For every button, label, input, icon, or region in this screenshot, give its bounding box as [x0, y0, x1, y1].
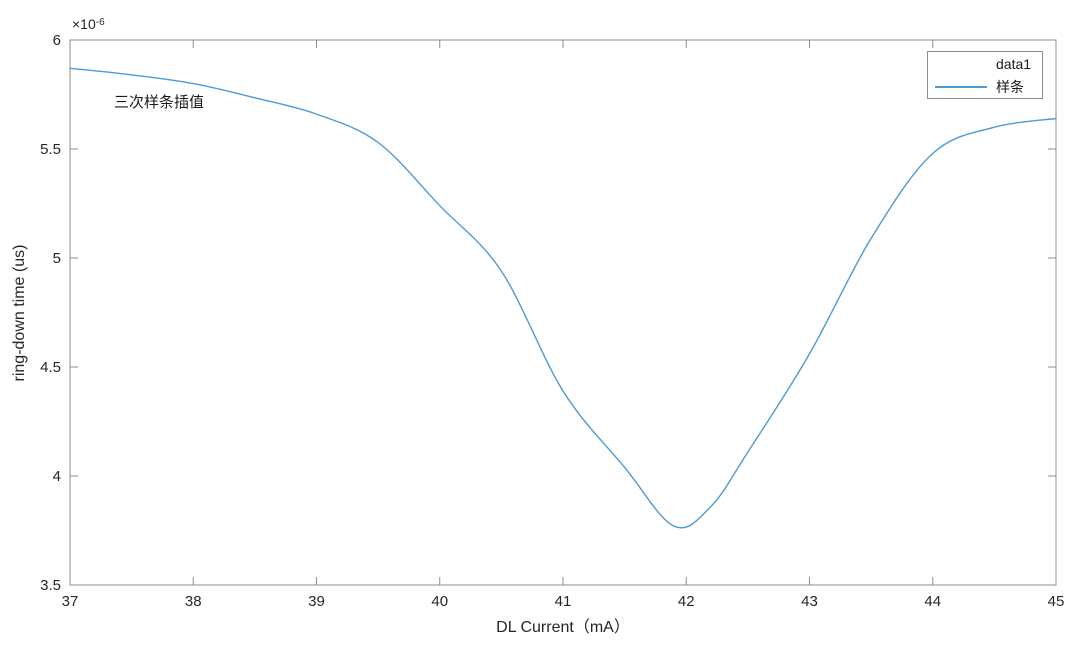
legend-swatch-none	[935, 63, 987, 65]
x-tick-label: 39	[308, 593, 325, 610]
x-tick-label: 37	[62, 593, 79, 610]
y-tick-label: 5.5	[40, 141, 61, 158]
data-curve-样条	[69, 67, 1057, 529]
x-tick-label: 43	[801, 593, 818, 610]
y-tick-label: 3.5	[40, 577, 61, 594]
annotation-text: 三次样条插值	[114, 94, 205, 111]
x-tick-label: 44	[924, 593, 941, 610]
x-tick-label: 40	[431, 593, 448, 610]
legend-entry-data1: data1	[928, 54, 1042, 74]
y-axis-multiplier-prefix: ×10	[72, 16, 96, 32]
legend-label-spline: 样条	[996, 78, 1024, 95]
legend-label-data1: data1	[996, 55, 1032, 72]
x-tick-label: 45	[1048, 593, 1065, 610]
y-tick-label: 4.5	[40, 359, 61, 376]
plot-border	[69, 39, 1057, 586]
y-axis-multiplier: ×10-6	[72, 16, 105, 32]
y-axis-label: ring-down time (us)	[11, 244, 28, 382]
x-tick-label: 41	[555, 593, 572, 610]
x-axis-label: DL Current（mA）	[496, 619, 630, 636]
x-tick-label: 42	[678, 593, 695, 610]
y-tick-label: 5	[53, 250, 61, 267]
legend-line-swatch	[935, 85, 987, 88]
y-tick-label: 4	[53, 468, 61, 485]
legend-box: data1 样条	[927, 51, 1043, 99]
x-tick-label: 38	[185, 593, 202, 610]
legend-entry-spline: 样条	[928, 77, 1042, 97]
y-tick-label: 6	[53, 32, 61, 49]
y-axis-multiplier-exponent: -6	[95, 17, 105, 28]
